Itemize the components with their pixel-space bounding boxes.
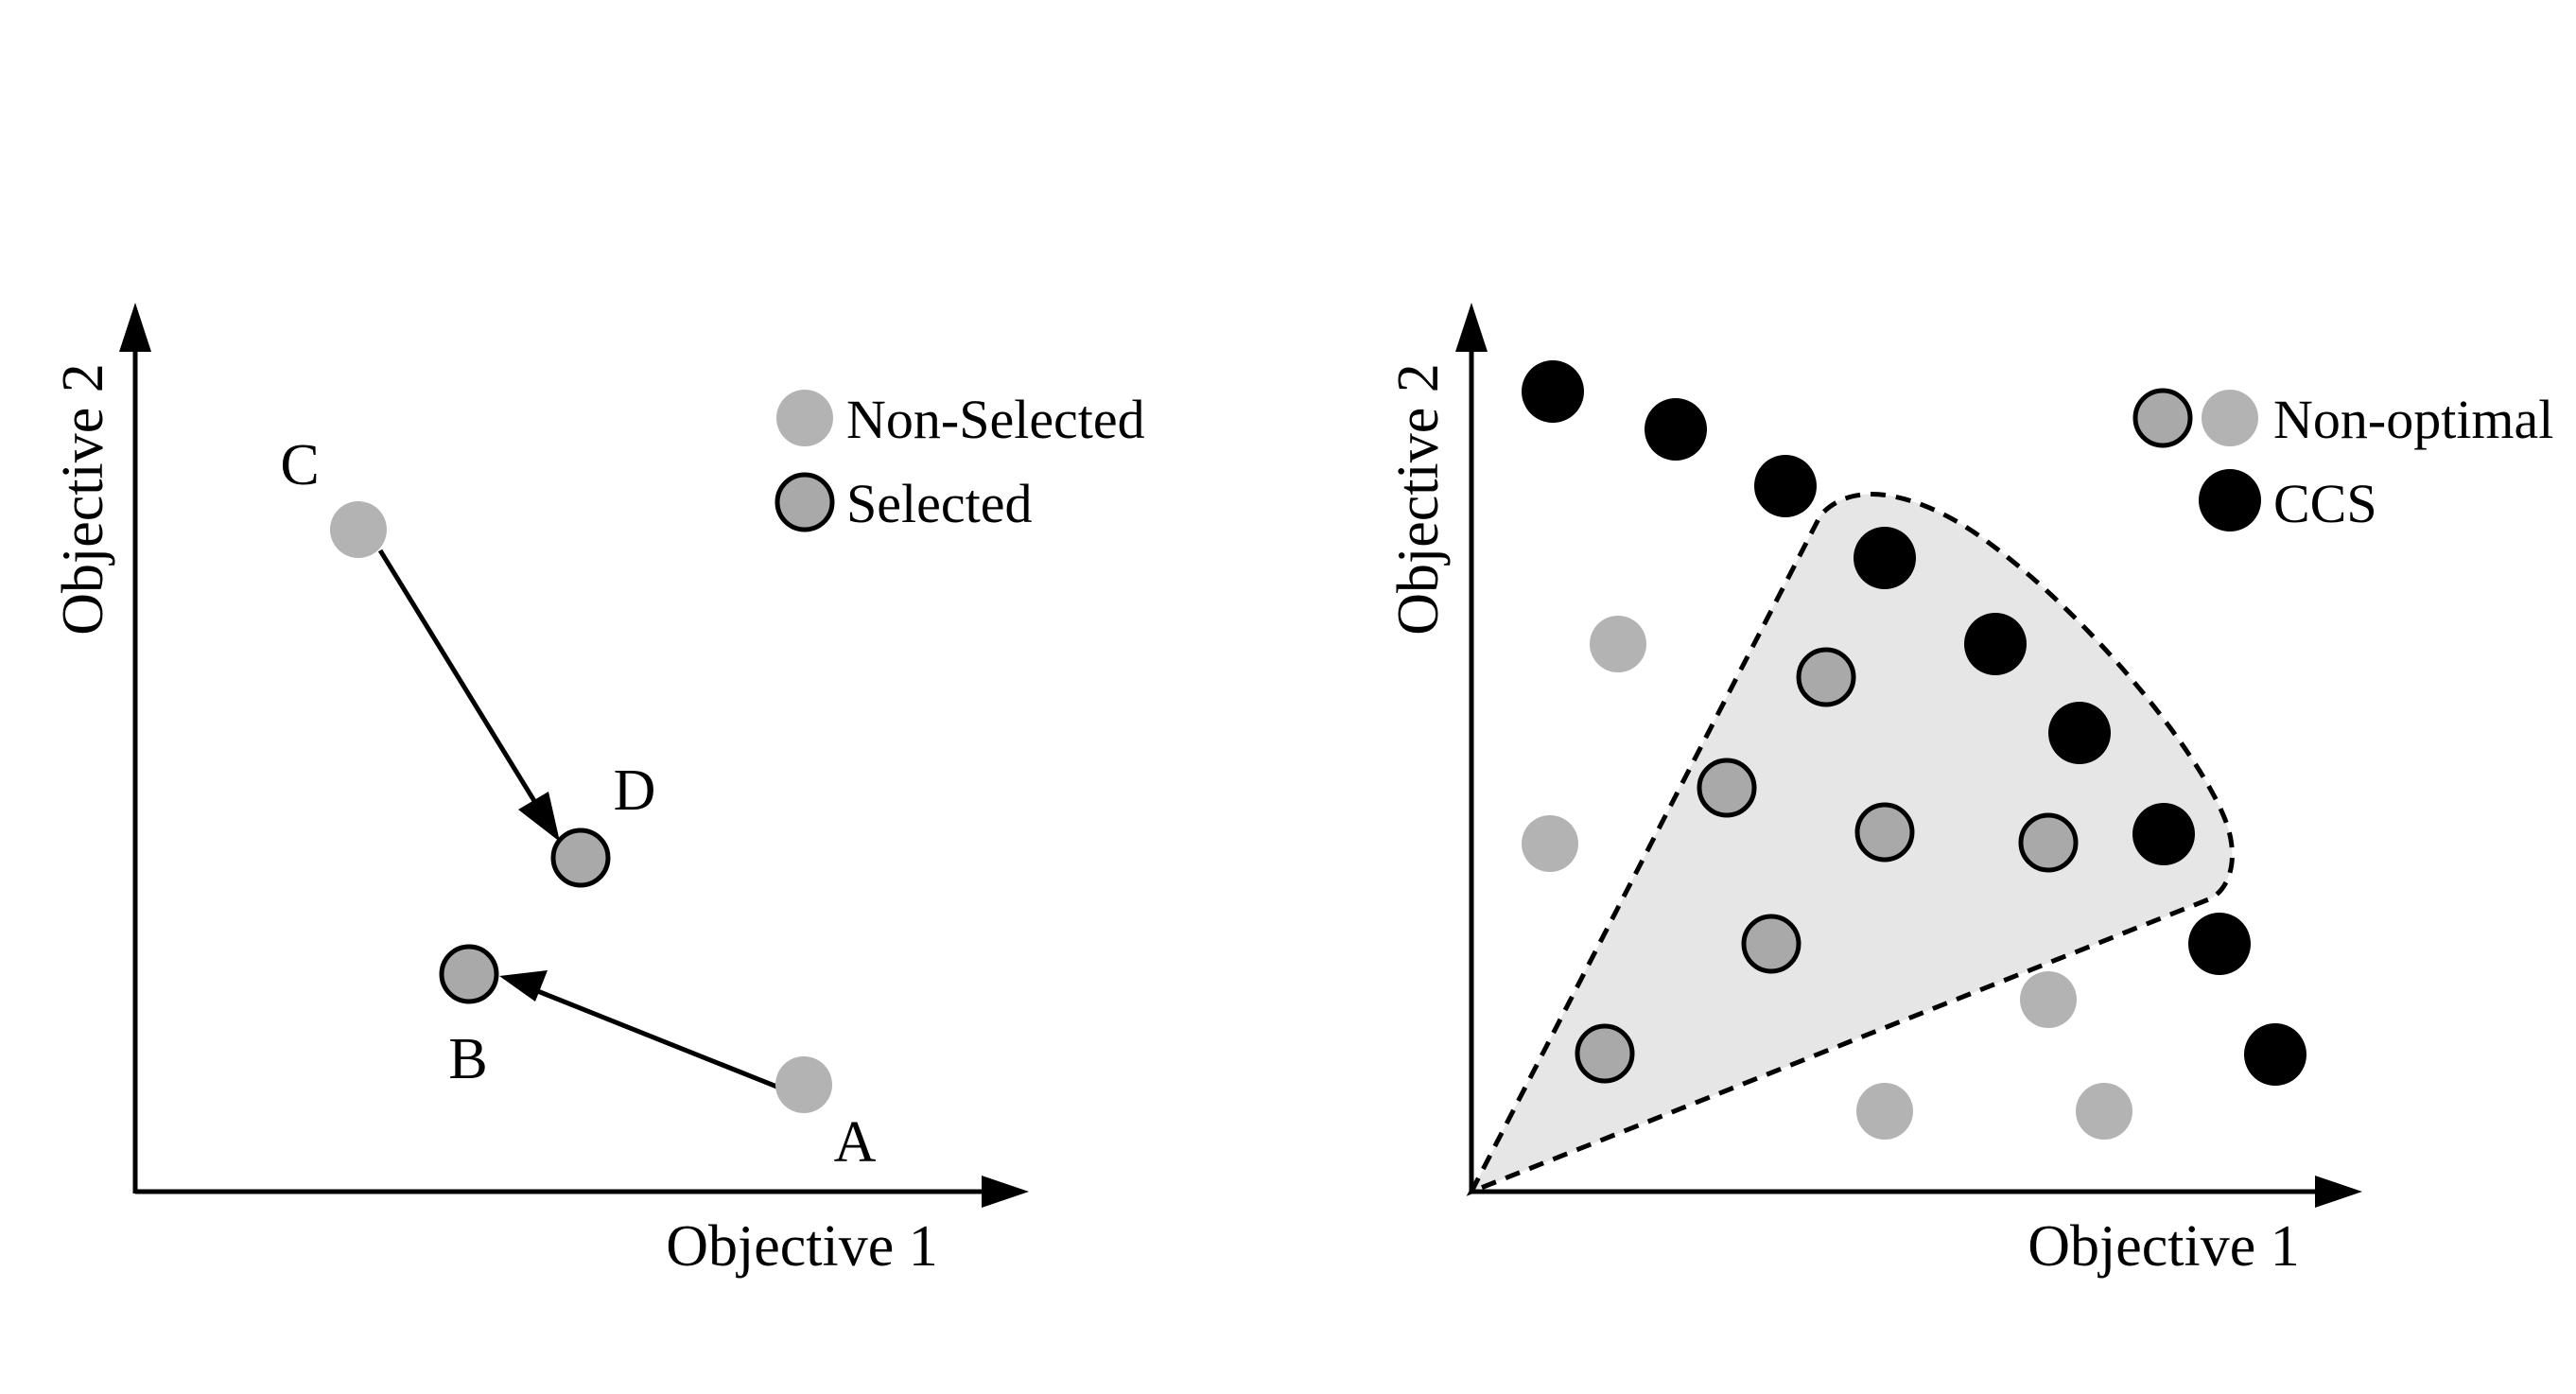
arrow-a-to-b <box>525 984 780 1090</box>
selected-point <box>1575 1023 1635 1084</box>
non-selected-point <box>1522 815 1578 872</box>
selected-point <box>1796 647 1856 707</box>
non-selected-point <box>2076 1083 2132 1140</box>
point-label-b: B <box>448 1027 487 1091</box>
right-y-axis-arrowhead <box>1455 303 1488 352</box>
arrow-a-to-b-head <box>499 970 548 1002</box>
ccs-point <box>1854 527 1916 589</box>
legend-ccs-swatch <box>2199 469 2261 531</box>
ccs-point <box>1754 455 1817 517</box>
selected-point <box>1741 914 1801 974</box>
right-x-axis-arrowhead <box>2315 1176 2362 1208</box>
left-y-axis-arrowhead <box>119 303 151 352</box>
non-selected-point <box>2020 971 2077 1028</box>
ccs-point <box>2188 913 2251 975</box>
selection-region <box>1466 492 2235 1196</box>
point-b <box>439 944 499 1004</box>
ccs-point <box>1964 613 2027 675</box>
legend-non-selected-swatch <box>776 390 833 446</box>
non-selected-point <box>1856 1083 1913 1140</box>
selected-point <box>1697 758 1757 818</box>
ccs-point <box>2244 1023 2306 1086</box>
point-a <box>775 1056 832 1113</box>
point-label-a: A <box>834 1110 877 1175</box>
right-x-axis-label: Objective 1 <box>2028 1214 2300 1279</box>
right-legend: Non-optimal CCS <box>2132 388 2553 534</box>
selected-points <box>1575 647 2079 1084</box>
right-y-axis-label: Objective 2 <box>1386 363 1451 636</box>
left-panel: Objective 1 Objective 2 A B C D Non-Sele… <box>51 303 1145 1279</box>
legend-non-selected-label: Non-Selected <box>846 389 1145 450</box>
legend-selected-swatch <box>775 472 835 532</box>
legend-ccs-label: CCS <box>2273 473 2377 534</box>
legend-non-optimal-selected-swatch <box>2132 388 2193 448</box>
selected-point <box>2018 812 2079 873</box>
point-c <box>330 501 387 558</box>
right-panel: Objective 1 Objective 2 <box>1386 303 2553 1279</box>
left-x-axis-label: Objective 1 <box>666 1214 938 1279</box>
left-x-axis-arrowhead <box>982 1176 1029 1208</box>
point-d <box>550 828 611 888</box>
ccs-point <box>1522 360 1584 423</box>
ccs-point <box>2132 803 2195 865</box>
left-y-axis-label: Objective 2 <box>51 363 115 636</box>
legend-selected-label: Selected <box>846 473 1032 534</box>
legend-non-optimal-label: Non-optimal <box>2273 389 2553 450</box>
legend-non-optimal-swatch <box>2202 390 2258 446</box>
ccs-point <box>1645 398 1707 461</box>
point-label-c: C <box>280 433 319 497</box>
selected-point <box>1854 802 1915 863</box>
arrow-c-to-d <box>377 549 549 823</box>
left-legend: Non-Selected Selected <box>775 389 1145 534</box>
non-selected-points <box>1522 616 2132 1140</box>
ccs-points <box>1522 360 2306 1086</box>
ccs-point <box>2048 702 2111 764</box>
point-label-d: D <box>614 758 656 823</box>
non-selected-point <box>1590 616 1646 672</box>
arrow-c-to-d-head <box>518 792 560 842</box>
